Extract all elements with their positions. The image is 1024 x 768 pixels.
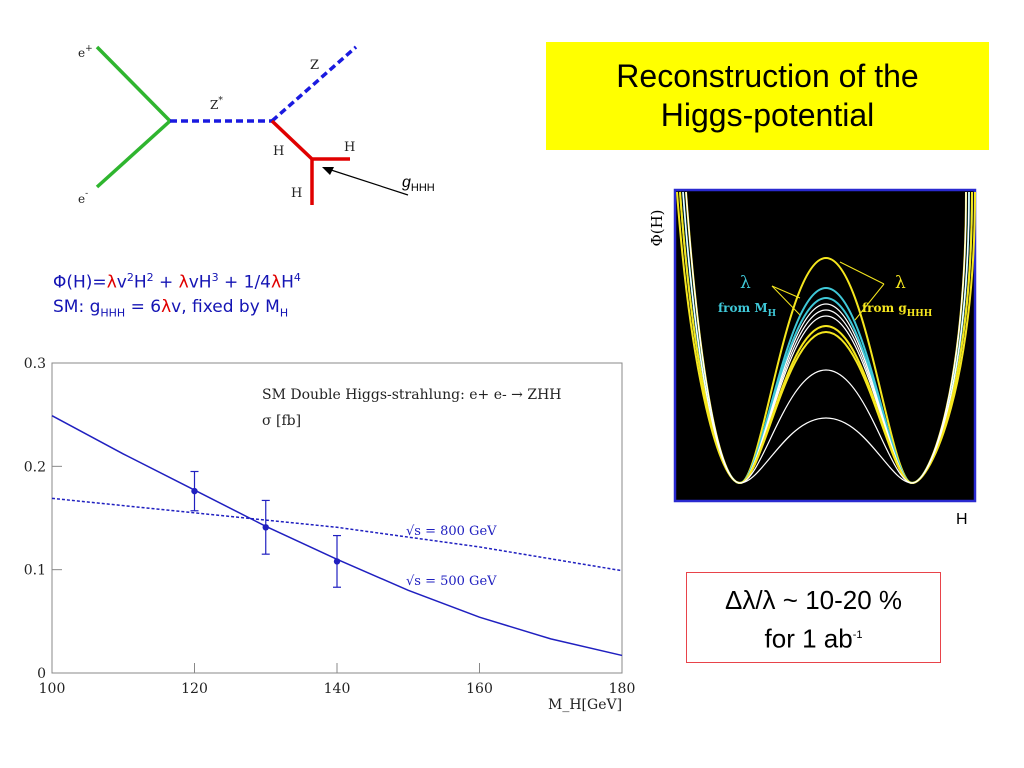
lambda-right-label: λ	[895, 273, 906, 293]
x-tick-label: 180	[609, 681, 636, 697]
result-line-2: for 1 ab-1	[764, 623, 863, 654]
phi-axis-label: Φ(H)	[648, 209, 666, 246]
lambda-arrow-left-2	[771, 285, 801, 316]
higgs-potential-plot: Φ(H) λ from MH λ from gHHH H	[648, 188, 977, 528]
lambda-arrow-right-2	[854, 283, 885, 321]
h-label-1: H	[273, 144, 284, 159]
x-axis-label: M_H[GeV]	[548, 697, 622, 713]
from-mh-label: from MH	[718, 301, 777, 319]
y-tick-label: 0.3	[24, 356, 46, 372]
z-line	[270, 45, 358, 123]
y-tick-label: 0.1	[24, 563, 46, 579]
eplus-label: e+	[78, 44, 93, 60]
z-label: Z	[310, 58, 319, 73]
ghhh-label: gHHH	[402, 174, 435, 194]
chart-frame	[51, 362, 623, 674]
from-ghhh-label: from gHHH	[862, 301, 933, 319]
data-point	[333, 558, 341, 565]
potential-curve	[685, 191, 967, 484]
h-label-2: H	[344, 140, 355, 155]
zstar-label: Z*	[210, 96, 223, 112]
x-tick-label: 120	[181, 681, 208, 697]
potential-formula: Φ(H)=λv2H2 + λvH3 + 1/4λH4 SM: gHHH = 6λ…	[53, 266, 301, 325]
slide-title: Reconstruction of the Higgs-potential	[546, 42, 989, 150]
y-tick-label: 0	[37, 666, 46, 682]
potential-curve	[676, 191, 976, 485]
eminus-line	[95, 119, 172, 189]
x-tick-label: 160	[466, 681, 493, 697]
y-tick-label: 0.2	[24, 459, 46, 475]
legend-500: √s = 500 GeV	[406, 574, 497, 589]
eplus-line	[95, 45, 172, 123]
h-axis-label: H	[956, 511, 968, 528]
chart-subtitle: σ [fb]	[262, 413, 301, 429]
lambda-arrow-left-1	[771, 285, 801, 299]
arrow-head	[322, 167, 334, 175]
result-line-1: Δλ/λ ~ 10-20 %	[724, 585, 903, 615]
x-tick-label: 100	[39, 681, 66, 697]
ghhh-arrow	[327, 168, 409, 196]
potential-frame	[673, 188, 977, 503]
lambda-arrow-right-1	[839, 261, 885, 285]
data-point	[191, 487, 198, 495]
title-line-1: Reconstruction of the	[616, 58, 919, 94]
cross-section-chart: 100 120 140 160 180 0 0.1 0.2 0.3 SM Double Higg…	[24, 356, 636, 713]
potential-curve	[682, 191, 970, 484]
formula-line-2: SM: gHHH = 6λv, fixed by MH	[53, 296, 289, 320]
lambda-left-label: λ	[740, 273, 751, 293]
data-point	[262, 524, 269, 531]
feynman-diagram: e+ e- Z* Z H H H gHHH	[78, 44, 435, 206]
series-line-0	[51, 497, 623, 572]
potential-curves	[676, 191, 976, 485]
title-line-2: Higgs-potential	[660, 97, 875, 133]
legend-800: √s = 800 GeV	[406, 524, 497, 539]
precision-result-box: Δλ/λ ~ 10-20 % for 1 ab-1	[686, 572, 941, 663]
formula-line-1: Φ(H)=λv2H2 + λvH3 + 1/4λH4	[53, 271, 301, 293]
chart-title: SM Double Higgs-strahlung: e+ e- → ZHH	[262, 387, 562, 403]
eminus-label: e-	[78, 189, 88, 206]
h-label-3: H	[291, 186, 302, 201]
x-tick-label: 140	[324, 681, 351, 697]
